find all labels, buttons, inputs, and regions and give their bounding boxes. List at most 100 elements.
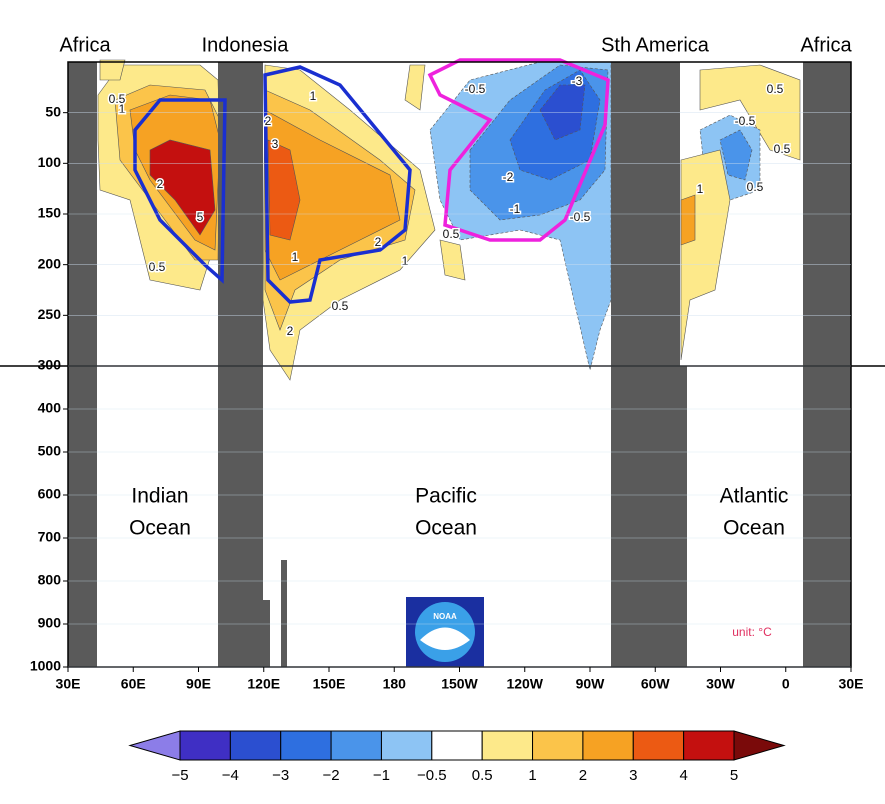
- x-tick-label: 0: [782, 676, 790, 692]
- colorbar-label: −0.5: [417, 767, 447, 784]
- outline-pacific-east: [427, 58, 610, 242]
- outline-pacific-west: [263, 65, 412, 304]
- ocean-label: Atlantic: [720, 485, 789, 508]
- colorbar-swatch: [330, 730, 382, 761]
- contour-label: -0.5: [465, 82, 486, 96]
- colorbar-label: 4: [679, 767, 687, 784]
- ocean-label: Ocean: [129, 517, 191, 540]
- colorbar-label: 3: [629, 767, 637, 784]
- contour-label: 0.5: [747, 180, 764, 194]
- contour-label: 1: [292, 250, 299, 264]
- colorbar-label: 0.5: [472, 767, 493, 784]
- colorbar-swatch: [683, 730, 735, 761]
- contour-label: 1: [310, 89, 317, 103]
- y-tick-label: 800: [38, 572, 62, 588]
- y-tick-label: 400: [38, 400, 62, 416]
- contour-label: 2: [375, 235, 382, 249]
- contour-label: -0.5: [735, 114, 756, 128]
- anomaly-region: [99, 59, 126, 81]
- x-tick-label: 30E: [56, 676, 81, 692]
- ocean-label: Ocean: [723, 517, 785, 540]
- x-tick-label: 120E: [247, 676, 280, 692]
- colorbar-extend-high: [733, 730, 786, 761]
- logo-text: NOAA: [433, 612, 457, 621]
- ocean-label: Pacific: [415, 485, 477, 508]
- land-mask: [611, 62, 680, 667]
- contour-label: 2: [157, 177, 164, 191]
- colorbar-label: −1: [373, 767, 390, 784]
- y-tick-label: 150: [38, 205, 62, 221]
- x-tick-label: 30E: [839, 676, 864, 692]
- contour-label: 1: [402, 254, 409, 268]
- y-tick-label: 50: [45, 103, 61, 119]
- colorbar-label: −3: [272, 767, 289, 784]
- contour-label: 1: [697, 182, 704, 196]
- contour-label: -2: [503, 170, 514, 184]
- x-tick-label: 60W: [641, 676, 671, 692]
- outline-indian: [133, 98, 227, 284]
- contour-label: 1: [119, 102, 126, 116]
- land-mask: [68, 62, 97, 667]
- contour-label: 0.5: [443, 227, 460, 241]
- land-mask: [803, 62, 851, 667]
- y-tick-label: 700: [38, 529, 62, 545]
- colorbar-label: 5: [730, 767, 738, 784]
- region-label: Africa: [59, 34, 111, 56]
- x-tick-label: 90E: [186, 676, 211, 692]
- ocean-label: Ocean: [415, 517, 477, 540]
- y-tick-label: 1000: [30, 658, 61, 674]
- anomaly-region: [264, 109, 401, 281]
- land-mask: [281, 560, 287, 667]
- colorbar-label: 2: [579, 767, 587, 784]
- x-tick-label: 150E: [313, 676, 346, 692]
- colorbar-label: −5: [171, 767, 188, 784]
- y-tick-label: 250: [38, 306, 62, 322]
- contour-label: 0.5: [332, 299, 349, 313]
- ocean-label: Indian: [131, 485, 188, 508]
- anomaly-region: [680, 194, 696, 246]
- contour-label: 0.5: [767, 82, 784, 96]
- logo: NOAA: [406, 597, 484, 667]
- contour-label: 3: [272, 137, 279, 151]
- region-label: Indonesia: [202, 34, 290, 56]
- region-label: Sth America: [601, 34, 710, 56]
- anomaly-region: [680, 149, 731, 361]
- unit-label: unit: °C: [732, 625, 772, 639]
- colorbar-swatch: [632, 730, 685, 761]
- contour-label: 0.5: [149, 260, 166, 274]
- colorbar-swatch: [380, 730, 433, 761]
- colorbar-swatch: [280, 730, 332, 761]
- x-tick-label: 150W: [441, 676, 478, 692]
- logo-bird: [420, 627, 470, 650]
- colorbar-swatch: [229, 730, 282, 761]
- region-label: Africa: [800, 34, 852, 56]
- x-tick-label: 60E: [121, 676, 146, 692]
- colorbar-swatch: [431, 730, 483, 761]
- contour-label: 2: [265, 114, 272, 128]
- contour-label: 2: [287, 324, 294, 338]
- colorbar-swatch: [582, 730, 634, 761]
- x-tick-label: 90W: [576, 676, 606, 692]
- y-tick-label: 500: [38, 443, 62, 459]
- colorbar-swatch: [532, 730, 584, 761]
- y-tick-label: 200: [38, 255, 62, 271]
- colorbar-label: −4: [222, 767, 239, 784]
- contour-label: 5: [197, 210, 204, 224]
- x-tick-label: 120W: [506, 676, 543, 692]
- x-tick-label: 180: [383, 676, 407, 692]
- contour-label: 0.5: [109, 92, 126, 106]
- anomaly-region: [267, 139, 301, 241]
- anomaly-region: [719, 129, 753, 181]
- colorbar-swatch: [179, 730, 231, 761]
- colorbar-label: 1: [528, 767, 536, 784]
- colorbar-swatch: [481, 730, 534, 761]
- y-tick-label: 900: [38, 615, 62, 631]
- anomaly-region: [439, 239, 466, 281]
- contour-label: -0.5: [570, 210, 591, 224]
- y-tick-label: 100: [38, 154, 62, 170]
- colorbar-extend-low: [128, 730, 181, 761]
- y-tick-label: 300: [38, 357, 62, 373]
- colorbar-label: −2: [323, 767, 340, 784]
- contour-label: -1: [510, 202, 521, 216]
